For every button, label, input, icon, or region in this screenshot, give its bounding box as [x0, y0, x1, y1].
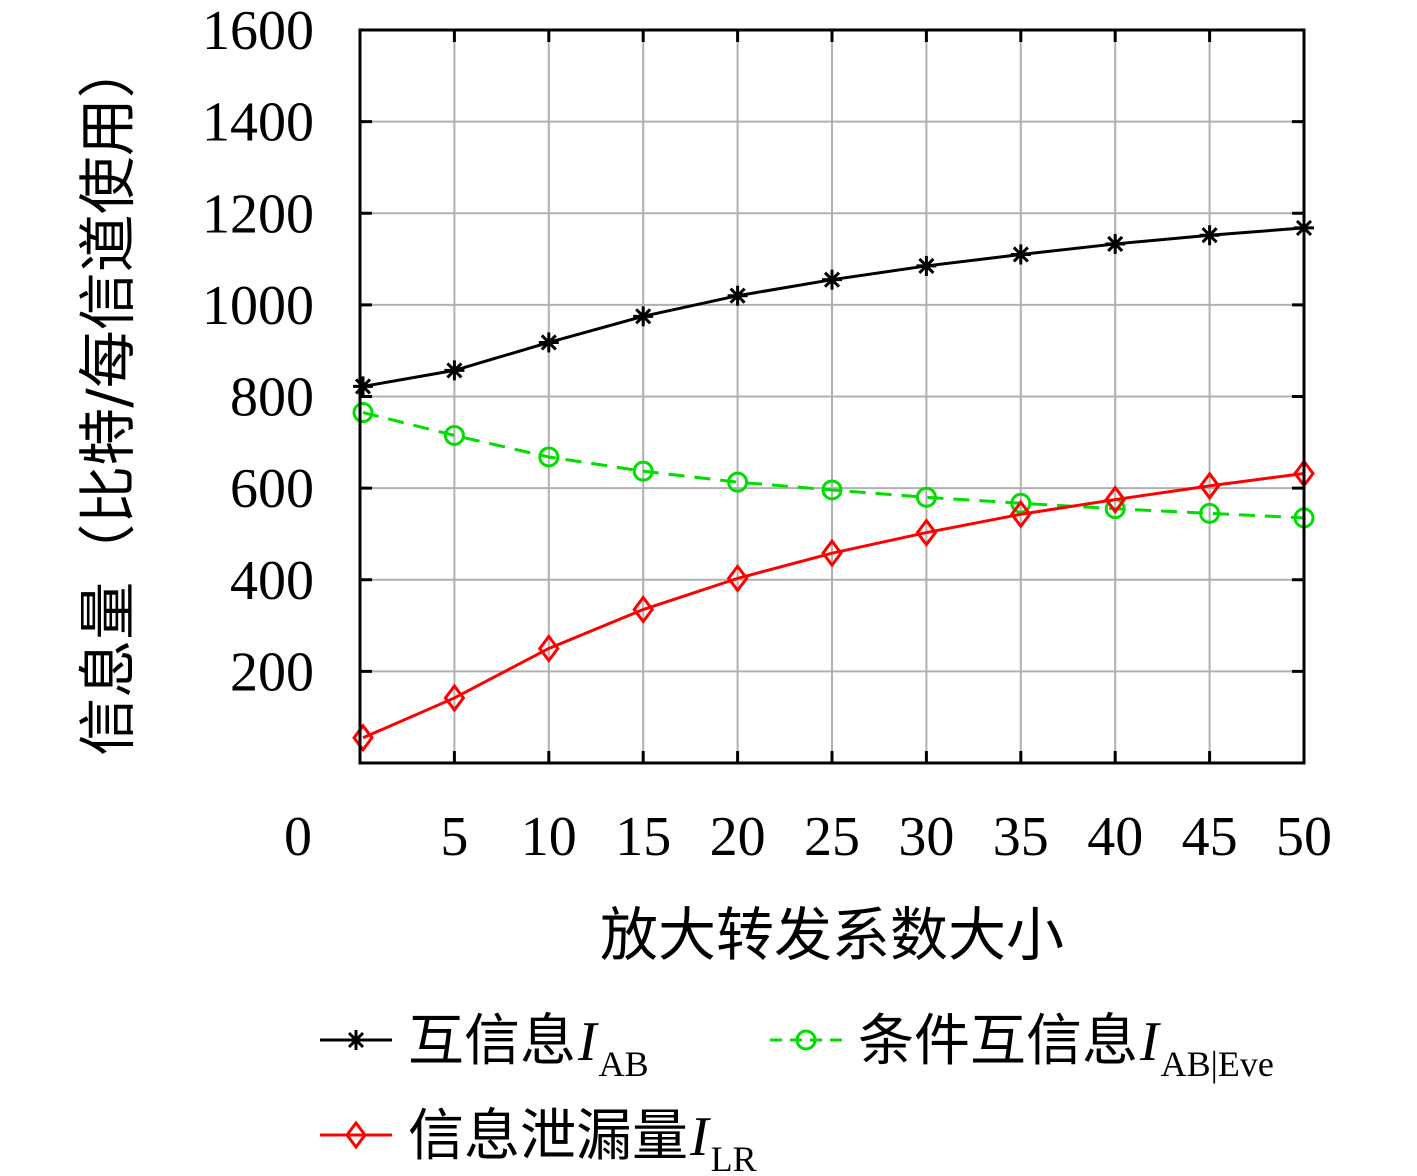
- y-tick-label: 800: [230, 367, 314, 429]
- data-point: [353, 376, 373, 397]
- data-point: [632, 460, 654, 482]
- x-axis-title: 放大转发系数大小: [600, 901, 1064, 969]
- y-tick-label: 1000: [202, 275, 314, 337]
- series-star: [353, 217, 1314, 397]
- legend-symbol: I: [577, 1011, 599, 1073]
- y-tick-label: 200: [230, 641, 314, 703]
- x-tick-label: 25: [804, 806, 860, 868]
- data-point: [1198, 471, 1221, 501]
- data-point: [633, 306, 654, 327]
- data-point: [915, 486, 937, 508]
- data-point: [1199, 502, 1221, 524]
- legend-subscript: LR: [711, 1139, 757, 1176]
- series-line: [362, 411, 1305, 520]
- data-point: [1010, 492, 1032, 514]
- data-point: [444, 360, 465, 381]
- data-point: [632, 595, 655, 625]
- legend-entry: 信息泄漏量 I LR: [320, 1104, 757, 1176]
- y-tick-label: 600: [230, 458, 314, 520]
- legend-label: 互信息: [408, 1009, 576, 1074]
- y-tick-label: 400: [230, 550, 314, 612]
- legend-marker: [346, 1030, 366, 1050]
- y-axis-ticks: 200 400 600 800 1000 1200 1400 1600: [202, 0, 1304, 703]
- y-tick-label: 1200: [202, 183, 314, 245]
- data-point: [538, 332, 559, 353]
- x-tick-label: 15: [615, 806, 671, 868]
- legend-entry: 条件互信息 I AB|Eve: [770, 1009, 1274, 1084]
- x-axis-ticks: 0 5 10 15 20 25 30 35 40 45 50: [284, 30, 1332, 868]
- data-point: [443, 424, 465, 446]
- x-tick-label: 40: [1087, 806, 1143, 868]
- plot-frame: [358, 28, 1306, 765]
- data-point: [443, 683, 466, 713]
- grid: [360, 30, 1304, 763]
- legend-subscript: AB: [599, 1044, 649, 1084]
- data-point: [822, 269, 842, 290]
- data-point: [727, 285, 748, 306]
- data-point: [916, 255, 937, 276]
- data-point: [352, 402, 374, 424]
- series-layer: [352, 217, 1315, 753]
- x-tick-label: 20: [710, 806, 766, 868]
- legend-subscript: AB|Eve: [1161, 1044, 1274, 1084]
- series-line: [362, 226, 1305, 388]
- x-tick-label: 35: [993, 806, 1049, 868]
- legend-symbol: I: [1139, 1011, 1161, 1073]
- data-point: [1104, 485, 1127, 515]
- x-tick-label: 5: [440, 806, 468, 868]
- x-tick-label: 50: [1276, 806, 1332, 868]
- series-circle: [352, 402, 1315, 529]
- data-point: [1010, 244, 1031, 265]
- legend-marker: [795, 1029, 817, 1051]
- series-line: [362, 471, 1305, 740]
- y-axis-title: 信息量（比特/每信道使用）: [74, 40, 142, 756]
- data-point: [727, 471, 749, 493]
- legend-entry: 互信息 I AB: [320, 1009, 649, 1084]
- data-point: [821, 479, 843, 501]
- data-point: [1199, 225, 1220, 246]
- x-tick-label: 10: [521, 806, 577, 868]
- data-point: [821, 538, 843, 568]
- data-point: [537, 633, 560, 663]
- y-tick-label: 1400: [202, 92, 314, 154]
- data-point: [538, 446, 560, 468]
- data-point: [352, 723, 374, 753]
- legend-symbol: I: [689, 1106, 711, 1168]
- x-tick-label: 0: [284, 806, 312, 868]
- x-tick-label: 45: [1182, 806, 1238, 868]
- legend-label: 信息泄漏量: [408, 1104, 688, 1169]
- legend-marker: [345, 1120, 367, 1150]
- legend-label: 条件互信息: [858, 1009, 1138, 1074]
- data-point: [1009, 499, 1032, 529]
- series-diamond: [352, 458, 1315, 753]
- data-point: [915, 518, 938, 548]
- x-tick-label: 30: [898, 806, 954, 868]
- y-tick-label: 1600: [202, 0, 314, 62]
- data-point: [726, 563, 749, 593]
- data-point: [1105, 233, 1126, 254]
